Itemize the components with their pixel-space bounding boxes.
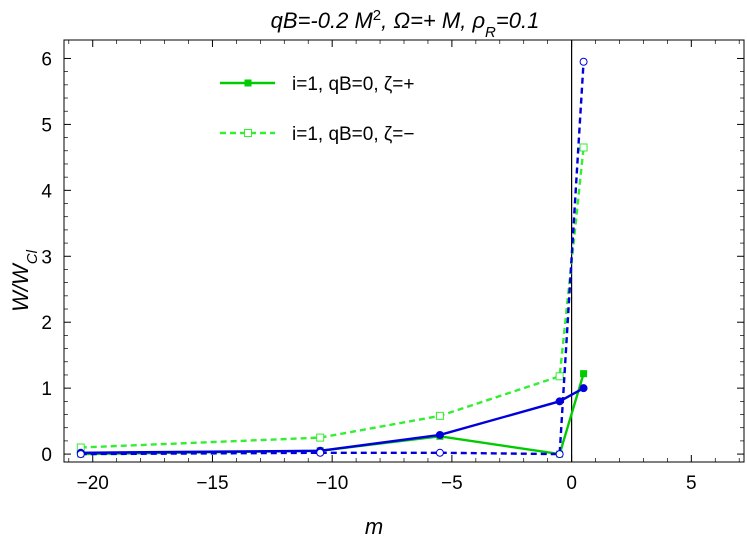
data-point: [435, 448, 444, 457]
legend-label: i=1, qB=0, ζ=+: [292, 74, 414, 95]
data-point: [244, 79, 252, 87]
data-point: [579, 57, 588, 66]
x-tick-label: −15: [196, 473, 228, 494]
series-line: [80, 387, 585, 454]
axes: −20 −15 −10 −5 0 5 0 1 2 3 4 5 6: [41, 40, 744, 494]
x-axis-title: m: [365, 514, 383, 539]
data-point: [435, 430, 444, 439]
x-tick-label: −5: [441, 473, 463, 494]
series-layer: [76, 57, 588, 459]
data-point: [579, 143, 588, 152]
series-2: [76, 143, 588, 452]
legend-entry: i=1, qB=0, ζ=−: [220, 124, 414, 145]
series-4: [76, 57, 588, 459]
data-point: [555, 372, 564, 381]
y-tick-label: 3: [41, 247, 52, 268]
data-point: [555, 397, 564, 406]
y-axis-title: W/WCl: [8, 249, 41, 311]
chart-title: qB=-0.2 M2, Ω=+ M, ρR=0.1: [271, 7, 540, 41]
y-tick-label: 2: [41, 313, 52, 334]
y-tick-label: 1: [41, 379, 52, 400]
x-tick-label: −10: [316, 473, 348, 494]
plot-frame: [63, 39, 745, 463]
series-line: [80, 61, 585, 456]
x-tick-label: −20: [77, 473, 109, 494]
data-point: [435, 411, 444, 420]
data-point: [316, 448, 325, 457]
legend-label: i=1, qB=0, ζ=−: [292, 124, 414, 145]
series-line: [80, 147, 585, 449]
legend-entry: i=1, qB=0, ζ=+: [220, 74, 414, 95]
data-point: [555, 450, 564, 459]
data-point: [76, 450, 85, 459]
x-tick-label: 0: [566, 473, 577, 494]
data-point: [316, 433, 325, 442]
y-tick-label: 4: [41, 181, 52, 202]
series-line: [80, 373, 585, 456]
y-tick-label: 6: [41, 49, 52, 70]
data-point: [244, 129, 252, 137]
x-tick-label: 5: [686, 473, 697, 494]
y-tick-label: 5: [41, 115, 52, 136]
title-text: qB=-0.2 M2, Ω=+ M, ρR=0.1: [271, 7, 540, 41]
y-tick-label: 0: [41, 445, 52, 466]
data-point: [579, 384, 588, 393]
legend: i=1, qB=0, ζ=+ i=1, qB=0, ζ=−: [220, 74, 414, 145]
data-point: [580, 370, 588, 378]
